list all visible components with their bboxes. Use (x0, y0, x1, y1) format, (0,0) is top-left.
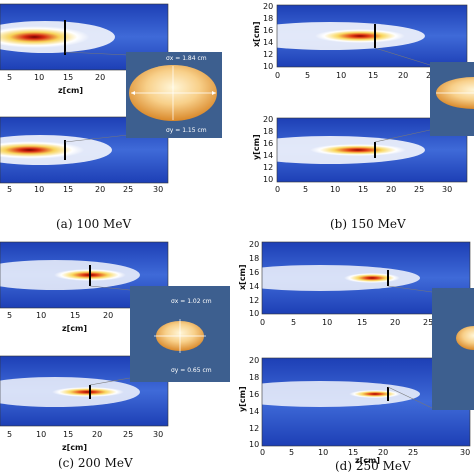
tick-label: 30 (442, 185, 452, 194)
tick-label: 18 (263, 14, 273, 23)
tick-label: 25 (423, 318, 433, 327)
tick-label: 12 (263, 163, 273, 172)
tick-label: 25 (123, 430, 133, 439)
tick-label: 15 (348, 448, 358, 457)
y-axis-label: x[cm] (238, 264, 247, 290)
tick-label: 20 (103, 311, 113, 320)
tick-label: 16 (263, 26, 273, 35)
tick-label: 5 (7, 73, 12, 82)
tick-label: 10 (330, 185, 340, 194)
tick-label: 20 (92, 430, 102, 439)
panel-a-caption: (a) 100 MeV (56, 217, 131, 231)
tick-label: 20 (95, 185, 105, 194)
tick-label: 5 (7, 430, 12, 439)
y-axis-label: x[cm] (252, 21, 261, 47)
tick-label: 20 (390, 318, 400, 327)
tick-label: 14 (263, 38, 273, 47)
tick-label: 12 (263, 50, 273, 59)
tick-label: 20 (263, 2, 273, 11)
tick-label: 0 (260, 448, 265, 457)
tick-label: 5 (291, 318, 296, 327)
sigma-x-label: σx = 1.02 cm (171, 298, 212, 305)
tick-label: 10 (322, 318, 332, 327)
tick-label: 10 (34, 185, 44, 194)
x-axis-label: z[cm] (62, 324, 87, 333)
tick-label: 14 (249, 282, 259, 291)
tick-label: 30 (460, 448, 470, 457)
tick-label: 10 (336, 71, 346, 80)
tick-label: 16 (249, 268, 259, 277)
tick-label: 20 (249, 240, 259, 249)
tick-label: 5 (7, 185, 12, 194)
tick-label: 16 (249, 390, 259, 399)
tick-label: 20 (378, 448, 388, 457)
tick-label: 15 (63, 73, 73, 82)
tick-label: 15 (63, 185, 73, 194)
tick-label: 5 (305, 71, 310, 80)
tick-label: 10 (263, 62, 273, 71)
tick-label: 20 (386, 185, 396, 194)
panel-d: 20 18 16 14 12 10 x[cm] 0 5 10 15 20 25 … (220, 240, 474, 473)
tick-label: 14 (263, 151, 273, 160)
sigma-y-label: σy = 0.65 cm (171, 367, 212, 374)
tick-label: 20 (398, 71, 408, 80)
tick-label: 16 (263, 139, 273, 148)
tick-label: 14 (249, 407, 259, 416)
tick-label: 10 (318, 448, 328, 457)
tick-label: 12 (249, 424, 259, 433)
tick-label: 15 (358, 185, 368, 194)
panel-c-caption: (c) 200 MeV (58, 456, 133, 470)
tick-label: 10 (36, 430, 46, 439)
tick-label: 25 (414, 185, 424, 194)
tick-label: 10 (263, 175, 273, 184)
panel-c: 5 10 15 20 z[cm] 5 10 15 20 25 30 z[cm] … (0, 241, 230, 470)
x-axis-label: z[cm] (355, 456, 380, 465)
panel-a: 5 10 15 20 z[cm] 5 10 15 20 25 30 σx = 1… (0, 3, 222, 231)
tick-label: 20 (95, 73, 105, 82)
tick-label: 10 (249, 440, 259, 449)
tick-label: 30 (153, 430, 163, 439)
x-axis-label: z[cm] (62, 443, 87, 452)
tick-label: 18 (263, 127, 273, 136)
tick-label: 5 (289, 448, 294, 457)
tick-label: 18 (249, 373, 259, 382)
tick-label: 12 (249, 296, 259, 305)
x-axis-label: z[cm] (58, 86, 83, 95)
tick-label: 25 (123, 185, 133, 194)
tick-label: 0 (275, 185, 280, 194)
tick-label: 5 (7, 311, 12, 320)
tick-label: 10 (34, 73, 44, 82)
tick-label: 15 (70, 311, 80, 320)
panel-d-caption: (d) 250 MeV (335, 459, 411, 473)
panel-b: 20 18 16 14 12 10 x[cm] 0 5 10 15 20 25 … (235, 2, 474, 231)
tick-label: 15 (368, 71, 378, 80)
tick-label: 10 (249, 309, 259, 318)
tick-label: 20 (249, 356, 259, 365)
y-axis-label: y[cm] (238, 386, 247, 412)
tick-label: 15 (63, 430, 73, 439)
tick-label: 30 (153, 185, 163, 194)
tick-label: 5 (303, 185, 308, 194)
panel-b-caption: (b) 150 MeV (330, 217, 406, 231)
sigma-y-label: σy = 1.15 cm (166, 127, 207, 134)
tick-label: 10 (36, 311, 46, 320)
tick-label: 15 (357, 318, 367, 327)
tick-label: 20 (263, 115, 273, 124)
y-axis-label: y[cm] (252, 134, 261, 160)
tick-label: 0 (260, 318, 265, 327)
tick-label: 0 (275, 71, 280, 80)
tick-label: 25 (408, 448, 418, 457)
tick-label: 18 (249, 254, 259, 263)
sigma-x-label: σx = 1.84 cm (166, 55, 207, 62)
